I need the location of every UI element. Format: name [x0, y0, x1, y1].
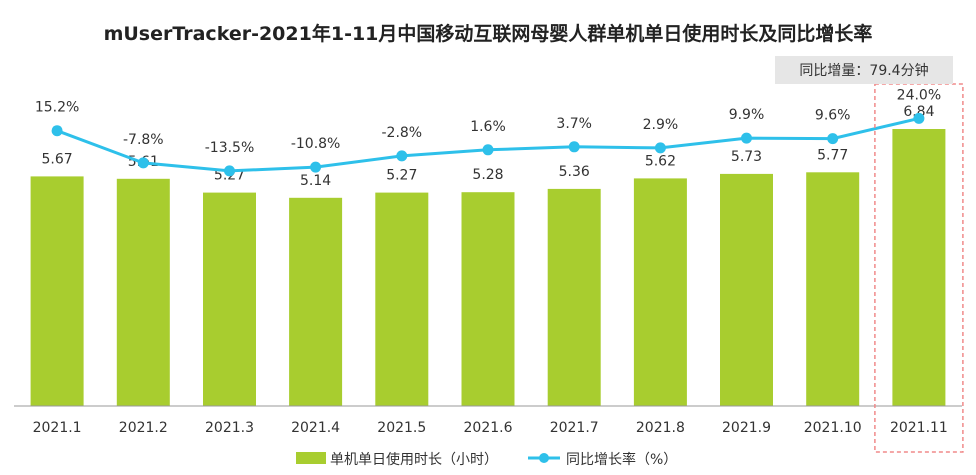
bar-value-label: 5.28 — [472, 167, 503, 183]
bar-2021.11 — [892, 129, 946, 406]
x-tick-label: 2021.1 — [33, 420, 82, 436]
bar-value-label: 5.36 — [559, 164, 590, 180]
x-tick-label: 2021.9 — [722, 420, 771, 436]
legend: 单机单日使用时长（小时） 同比增长率（%） — [296, 451, 677, 468]
bar-2021.3 — [203, 192, 256, 406]
bar-value-label: 5.27 — [386, 168, 417, 184]
line-value-label: 1.6% — [470, 119, 506, 135]
line-point — [741, 132, 752, 144]
line-value-label: 2.9% — [643, 117, 679, 133]
bar-value-label: 5.77 — [817, 147, 848, 163]
bar-2021.8 — [633, 178, 687, 406]
bar-value-label: 5.73 — [731, 149, 762, 165]
line-point — [913, 112, 925, 124]
annotation-badge — [775, 56, 953, 84]
bar-2021.4 — [289, 197, 343, 406]
bar-value-label: 6.84 — [903, 104, 934, 120]
line-point — [396, 150, 408, 162]
bar-2021.5 — [375, 192, 429, 406]
line-value-label: 3.7% — [556, 116, 592, 132]
line-value-label: -2.8% — [381, 125, 422, 141]
chart-title: mUserTracker-2021年1-11月中国移动互联网母婴人群单机单日使用… — [104, 22, 873, 45]
x-tick-label: 2021.2 — [119, 420, 168, 436]
bar-2021.10 — [806, 172, 860, 406]
x-axis-ticks: 2021.1 2021.2 2021.3 2021.4 2021.5 2021.6 2021… — [33, 420, 948, 436]
bar-2021.2 — [116, 178, 170, 406]
line-point — [310, 161, 322, 173]
x-tick-label: 2021.10 — [804, 420, 862, 436]
bar-value-label: 5.62 — [645, 153, 676, 169]
line-value-label: -13.5% — [205, 140, 255, 156]
line-series: 15.2% -7.8% -13.5% -10.8% -2.8% 1.6% 3.7% 2.9% 9… — [35, 87, 941, 177]
x-tick-label: 2021.7 — [550, 420, 599, 436]
line-point — [568, 141, 580, 153]
line-value-label: 9.9% — [729, 107, 765, 123]
bar-series: 5.675.615.275.145.275.285.365.625.735.77… — [30, 104, 946, 406]
legend-bar-label: 单机单日使用时长（小时） — [330, 451, 498, 468]
x-tick-label: 2021.6 — [464, 420, 513, 436]
line-value-label: -7.8% — [123, 132, 164, 148]
x-tick-label: 2021.8 — [636, 420, 685, 436]
x-tick-label: 2021.3 — [205, 420, 254, 436]
x-tick-label: 2021.4 — [291, 420, 340, 436]
bar-2021.6 — [461, 192, 515, 406]
bar-value-label: 5.67 — [42, 151, 73, 167]
bar-value-label: 5.14 — [300, 173, 331, 189]
annotation-text: 同比增量：79.4分钟 — [799, 62, 928, 79]
legend-bar-swatch — [296, 452, 326, 464]
legend-line-marker — [539, 453, 549, 463]
line-point — [654, 142, 666, 154]
line-value-label: 9.6% — [815, 108, 851, 124]
line-value-label: -10.8% — [291, 136, 341, 152]
x-tick-label: 2021.5 — [377, 420, 426, 436]
bar-2021.9 — [720, 173, 773, 406]
line-point — [482, 144, 494, 156]
legend-line-label: 同比增长率（%） — [566, 451, 677, 468]
line-point — [137, 157, 149, 169]
bar-2021.7 — [547, 188, 601, 406]
line-point — [224, 165, 235, 177]
line-point — [51, 125, 63, 137]
line-value-label: 15.2% — [35, 100, 79, 116]
bar-2021.1 — [30, 176, 84, 406]
line-point — [827, 133, 839, 145]
line-value-label: 24.0% — [897, 87, 941, 103]
x-tick-label: 2021.11 — [890, 420, 948, 436]
